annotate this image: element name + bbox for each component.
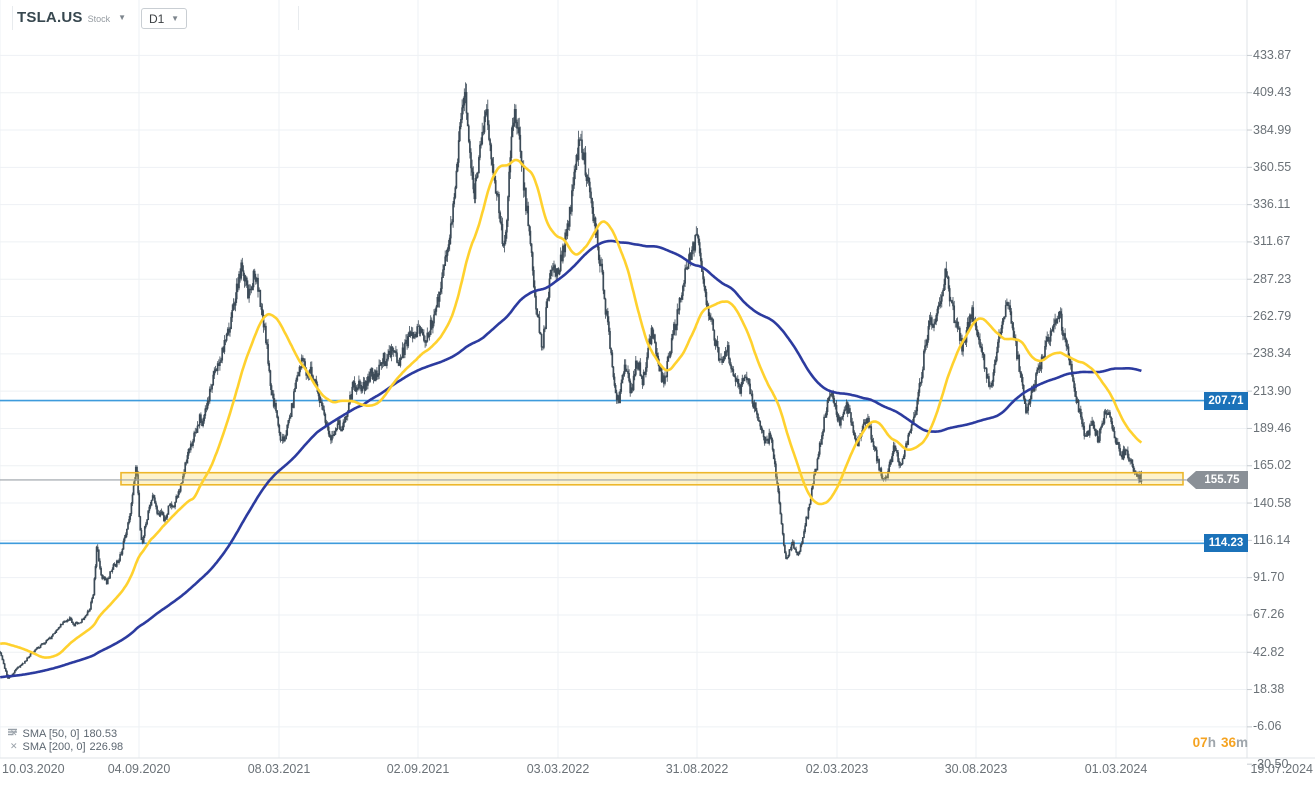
- date-tick-label: 08.03.2021: [247, 762, 311, 776]
- price-tick-label: -30.50: [1253, 756, 1289, 771]
- countdown-hours-unit: h: [1207, 735, 1216, 750]
- price-tick-label: 42.82: [1253, 644, 1285, 659]
- countdown-minutes-unit: m: [1235, 735, 1248, 750]
- price-tick-label: 116.14: [1253, 532, 1291, 547]
- date-tick-label: 02.03.2023: [805, 762, 869, 776]
- price-tick-label: 433.87: [1253, 47, 1292, 62]
- price-tick-label: 165.02: [1253, 458, 1292, 473]
- price-tick-label: 287.23: [1253, 271, 1292, 286]
- symbol-name: TSLA.US: [17, 9, 83, 26]
- date-tick-label: 31.08.2022: [665, 762, 729, 776]
- chevron-down-icon: ▼: [171, 14, 179, 23]
- header-divider: [298, 6, 299, 30]
- date-tick-label: 04.09.2020: [107, 762, 171, 776]
- price-tick-label: 360.55: [1253, 159, 1292, 174]
- date-tick-label: 30.08.2023: [944, 762, 1008, 776]
- session-countdown: 07h 36m: [1108, 735, 1248, 750]
- date-tick-label: 03.03.2022: [526, 762, 590, 776]
- indicator-label: SMA [200, 0]: [22, 740, 86, 753]
- countdown-hours: 07: [1192, 735, 1208, 750]
- price-tick-label: 384.99: [1253, 122, 1292, 137]
- indicator-row-sma50: ✕ SMA [50, 0] 180.53: [7, 727, 123, 740]
- price-tick-label: 189.46: [1253, 420, 1292, 435]
- price-tick-label: 67.26: [1253, 607, 1285, 622]
- price-tick-label: 91.70: [1253, 570, 1285, 585]
- candle-bodies: [0, 92, 1143, 679]
- date-tick-label: 02.09.2021: [386, 762, 450, 776]
- support-zone: [120, 471, 1184, 486]
- price-tick-label: -6.06: [1253, 719, 1282, 734]
- price-tick-label: 18.38: [1253, 682, 1285, 697]
- timeframe-value: D1: [149, 11, 165, 26]
- price-level-badge[interactable]: 207.71: [1204, 391, 1248, 410]
- candle-wicks: [0, 82, 1142, 679]
- last-price-tag: 155.75: [1186, 470, 1248, 489]
- price-tick-label: 311.67: [1253, 234, 1291, 249]
- close-icon[interactable]: ✕: [10, 728, 18, 738]
- price-tick-label: 213.90: [1253, 383, 1292, 398]
- instrument-type-label: Stock: [87, 13, 111, 24]
- sma-50-line: [0, 158, 1143, 659]
- symbol-selector[interactable]: TSLA.US Stock ▼: [17, 9, 126, 26]
- price-tick-label: 238.34: [1253, 346, 1292, 361]
- chevron-down-icon: ▼: [118, 13, 127, 22]
- date-tick-label: 19.07.2024: [1250, 762, 1313, 776]
- timeframe-selector[interactable]: D1 ▼: [141, 8, 187, 29]
- date-tick-label: 10.03.2020: [2, 762, 65, 776]
- countdown-minutes: 36: [1220, 735, 1236, 750]
- close-icon[interactable]: ✕: [10, 741, 18, 751]
- indicator-value: 180.53: [83, 727, 118, 740]
- price-tick-label: 336.11: [1253, 197, 1291, 212]
- price-level-badge[interactable]: 114.23: [1204, 534, 1248, 553]
- price-tick-label: 140.58: [1253, 495, 1292, 510]
- indicator-legend: ✕ SMA [50, 0] 180.53 ✕ SMA [200, 0] 226.…: [7, 727, 123, 753]
- date-tick-label: 01.03.2024: [1084, 762, 1148, 776]
- indicator-value: 226.98: [89, 740, 124, 753]
- last-price-value: 155.75: [1204, 473, 1240, 486]
- indicator-label: SMA [50, 0]: [22, 727, 80, 740]
- chart-header: TSLA.US Stock ▼ D1 ▼: [0, 0, 1315, 40]
- header-divider: [12, 6, 13, 30]
- indicator-row-sma200: ✕ SMA [200, 0] 226.98: [7, 728, 124, 753]
- price-tick-label: 409.43: [1253, 85, 1292, 100]
- sma-200-line: [0, 239, 1142, 679]
- price-tick-label: 262.79: [1253, 309, 1292, 324]
